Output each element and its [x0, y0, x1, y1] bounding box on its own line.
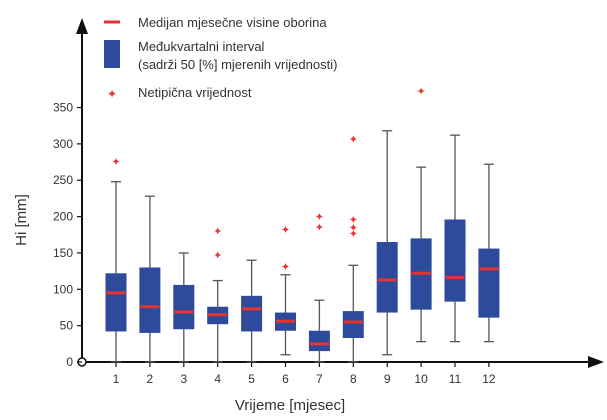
y-axis-title: Hi [mm] [13, 194, 30, 246]
y-tick-label: 150 [53, 246, 73, 260]
x-tick-label: 7 [316, 372, 323, 386]
x-axis-arrow-icon [588, 356, 604, 368]
legend-outlier-label: Netipična vrijednost [138, 85, 252, 100]
box-month-3 [173, 252, 195, 363]
y-axis-arrow-icon [76, 18, 88, 34]
x-tick-label: 12 [482, 372, 496, 386]
box-month-8: ✦✦✦✦ [342, 133, 364, 363]
y-tick-label: 50 [60, 319, 74, 333]
box-month-12 [478, 163, 500, 343]
iqr-box [308, 330, 330, 352]
y-tick-label: 100 [53, 282, 73, 296]
x-tick-label: 4 [214, 372, 221, 386]
iqr-box [342, 311, 364, 339]
box-month-4: ✦✦ [207, 225, 229, 363]
legend: Medijan mjesečne visine oborina Međukvar… [104, 15, 337, 101]
box-month-9 [376, 130, 398, 356]
outlier-point: ✦ [416, 85, 425, 98]
outlier-point: ✦ [111, 155, 120, 168]
y-tick-label: 0 [66, 355, 73, 369]
iqr-box [444, 219, 466, 302]
x-tick-label: 5 [248, 372, 255, 386]
y-tick-label: 250 [53, 173, 73, 187]
iqr-box [139, 267, 161, 333]
iqr-box [173, 284, 195, 330]
box-month-10: ✦ [410, 85, 432, 343]
legend-iqr-label-line2: (sadrži 50 [%] mjerenih vrijednosti) [138, 57, 337, 72]
iqr-box [478, 248, 500, 318]
legend-iqr-swatch [104, 40, 120, 68]
legend-outlier-swatch: ✦ [107, 87, 117, 101]
x-tick-label: 6 [282, 372, 289, 386]
outlier-point: ✦ [315, 221, 324, 234]
box-series: ✦✦✦✦✦ ✦✦✦✦✦✦✦ [105, 85, 500, 363]
x-tick-label: 1 [113, 372, 120, 386]
x-tick-label: 9 [384, 372, 391, 386]
y-tick-label: 200 [53, 210, 73, 224]
legend-iqr-label-line1: Međukvartalni interval [138, 39, 265, 54]
legend-median-label: Medijan mjesečne visine oborina [138, 15, 327, 30]
axes [76, 18, 604, 368]
x-axis-ticks: 1 2 3 4 5 6 7 8 9 10 11 12 [113, 362, 496, 386]
x-tick-label: 11 [449, 372, 462, 386]
x-tick-label: 3 [180, 372, 187, 386]
outlier-point: ✦ [349, 227, 358, 240]
x-tick-label: 2 [147, 372, 154, 386]
x-tick-label: 8 [350, 372, 357, 386]
box-month-1: ✦ [105, 155, 127, 363]
outlier-point: ✦ [315, 211, 324, 224]
x-tick-label: 10 [414, 372, 428, 386]
x-axis-title: Vrijeme [mjesec] [235, 397, 345, 414]
box-month-2 [139, 195, 161, 363]
y-axis-ticks: 0 50 100 150 200 250 300 350 [53, 101, 82, 369]
iqr-box [105, 273, 127, 332]
box-month-11 [444, 134, 466, 343]
y-tick-label: 350 [53, 101, 73, 115]
box-month-7: ✦✦ [308, 211, 330, 363]
outlier-point: ✦ [349, 133, 358, 146]
outlier-point: ✦ [349, 221, 358, 234]
iqr-box [376, 242, 398, 313]
box-month-6: ✦✦ [275, 224, 296, 356]
outlier-point: ✦ [281, 261, 290, 274]
y-tick-label: 300 [53, 137, 73, 151]
outlier-point: ✦ [281, 224, 290, 237]
outlier-point: ✦ [349, 213, 358, 226]
outlier-point: ✦ [213, 225, 222, 238]
iqr-box [241, 295, 263, 332]
box-month-5 [241, 259, 263, 363]
outlier-point: ✦ [213, 249, 222, 262]
